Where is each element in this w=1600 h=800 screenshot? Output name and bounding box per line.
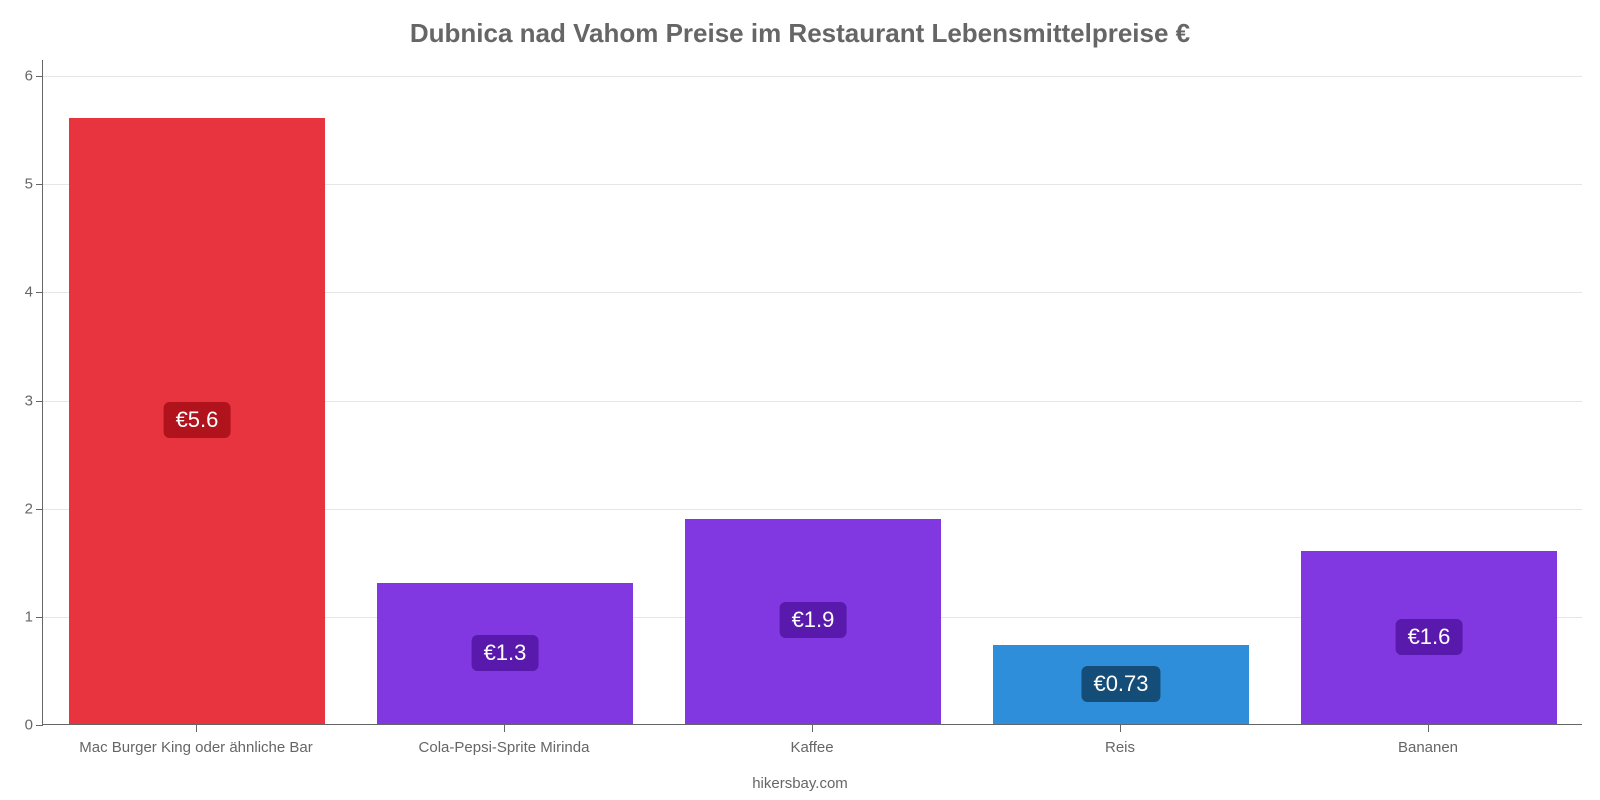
xtick-mark bbox=[196, 725, 197, 732]
x-axis: Mac Burger King oder ähnliche Bar Cola-Pe… bbox=[42, 725, 1582, 755]
bar: €0.73 bbox=[993, 645, 1249, 724]
ytick-label: 4 bbox=[25, 284, 33, 301]
bar: €1.6 bbox=[1301, 551, 1557, 724]
value-label: €1.6 bbox=[1396, 619, 1463, 655]
ytick-label: 5 bbox=[25, 176, 33, 193]
ytick-mark bbox=[36, 292, 43, 293]
chart-title: Dubnica nad Vahom Preise im Restaurant L… bbox=[0, 18, 1600, 49]
xtick-mark bbox=[1120, 725, 1121, 732]
bar: €1.9 bbox=[685, 519, 941, 724]
chart-footer: hikersbay.com bbox=[0, 775, 1600, 792]
ytick-label: 0 bbox=[25, 717, 33, 734]
bar: €1.3 bbox=[377, 583, 633, 724]
bar: €5.6 bbox=[69, 118, 325, 724]
xtick-label: Bananen bbox=[1398, 739, 1458, 756]
ytick-label: 2 bbox=[25, 500, 33, 517]
ytick-mark bbox=[36, 617, 43, 618]
xtick-label: Cola-Pepsi-Sprite Mirinda bbox=[419, 739, 590, 756]
ytick-mark bbox=[36, 76, 43, 77]
xtick-mark bbox=[504, 725, 505, 732]
value-label: €1.3 bbox=[472, 635, 539, 671]
ytick-label: 1 bbox=[25, 608, 33, 625]
xtick-label: Kaffee bbox=[790, 739, 833, 756]
ytick-label: 6 bbox=[25, 68, 33, 85]
ytick-mark bbox=[36, 509, 43, 510]
xtick-mark bbox=[812, 725, 813, 732]
plot-area: 0123456€5.6€1.3€1.9€0.73€1.6 bbox=[42, 60, 1582, 725]
xtick-label: Mac Burger King oder ähnliche Bar bbox=[79, 739, 312, 756]
ytick-mark bbox=[36, 184, 43, 185]
ytick-mark bbox=[36, 401, 43, 402]
value-label: €1.9 bbox=[780, 602, 847, 638]
gridline bbox=[43, 76, 1582, 77]
value-label: €0.73 bbox=[1081, 666, 1160, 702]
ytick-label: 3 bbox=[25, 392, 33, 409]
value-label: €5.6 bbox=[164, 402, 231, 438]
xtick-label: Reis bbox=[1105, 739, 1135, 756]
xtick-mark bbox=[1428, 725, 1429, 732]
